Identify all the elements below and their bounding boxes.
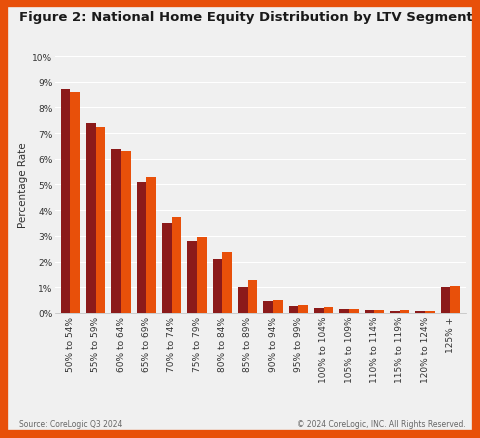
Y-axis label: Percentage Rate: Percentage Rate (18, 142, 28, 228)
Bar (248, 281, 257, 313)
Bar (162, 223, 172, 313)
Bar (425, 311, 435, 313)
Bar (400, 310, 409, 313)
Bar (71, 93, 80, 313)
Bar (121, 152, 131, 313)
Bar (172, 217, 181, 313)
Bar (299, 305, 308, 313)
Bar (187, 241, 197, 313)
Bar (222, 252, 232, 313)
Bar (339, 309, 349, 313)
Bar (61, 90, 71, 313)
Text: Source: CoreLogic Q3 2024: Source: CoreLogic Q3 2024 (19, 419, 122, 428)
Bar (111, 149, 121, 313)
Bar (314, 308, 324, 313)
Bar (273, 300, 283, 313)
Text: Figure 2: National Home Equity Distribution by LTV Segment: Figure 2: National Home Equity Distribut… (19, 11, 473, 24)
Text: © 2024 CoreLogic, INC. All Rights Reserved.: © 2024 CoreLogic, INC. All Rights Reserv… (297, 419, 466, 428)
Bar (349, 309, 359, 313)
Bar (213, 259, 222, 313)
Bar (86, 124, 96, 313)
Bar (264, 302, 273, 313)
Bar (365, 310, 374, 313)
Bar (238, 288, 248, 313)
Bar (441, 287, 450, 313)
Bar (289, 306, 299, 313)
Bar (324, 307, 333, 313)
Bar (96, 127, 106, 313)
Bar (146, 177, 156, 313)
Bar (197, 237, 207, 313)
Bar (416, 311, 425, 313)
Bar (137, 183, 146, 313)
Bar (450, 286, 460, 313)
Bar (390, 311, 400, 313)
Bar (374, 310, 384, 313)
